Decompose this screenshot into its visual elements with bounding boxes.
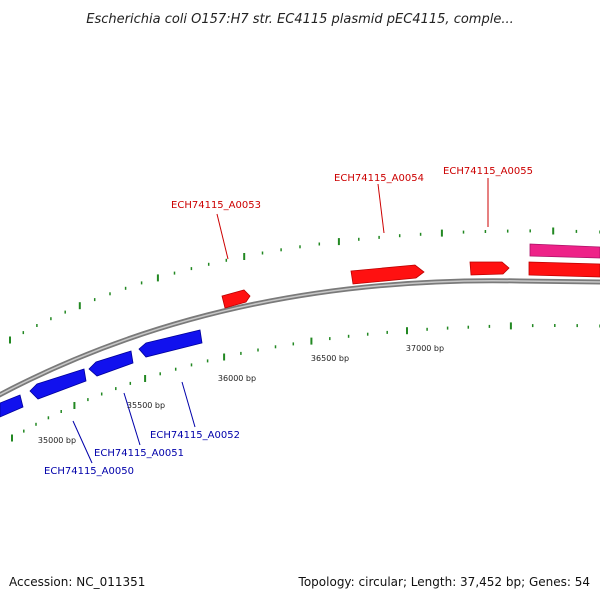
topology-text: Topology: circular; Length: 37,452 bp; G…	[298, 575, 590, 589]
reverse-gene-a0051[interactable]	[88, 350, 134, 377]
scale-label-35000: 35000 bp	[38, 436, 76, 445]
gene-label-a0051[interactable]: ECH74115_A0051	[94, 448, 184, 459]
gene-label-a0050[interactable]: ECH74115_A0050	[44, 466, 134, 477]
leader-a0051	[123, 392, 141, 446]
leader-a0050	[72, 420, 93, 464]
plasmid-backbone	[0, 278, 600, 398]
gene-label-a0053[interactable]: ECH74115_A0053	[171, 200, 261, 211]
gene-label-a0052[interactable]: ECH74115_A0052	[150, 430, 240, 441]
outer-tick-ring	[9, 227, 600, 344]
accession-text: Accession: NC_011351	[9, 575, 145, 589]
scale-label-37000: 37000 bp	[406, 344, 444, 353]
leader-a0053	[216, 213, 229, 260]
plasmid-backbone-highlight	[0, 279, 600, 396]
leader-a0052	[181, 381, 196, 428]
inner-tick-ring	[11, 322, 600, 442]
reverse-gene-a0052[interactable]	[138, 329, 203, 358]
highlight-gene[interactable]	[529, 243, 600, 259]
reverse-gene-a0050[interactable]	[29, 368, 87, 400]
scale-label-36500: 36500 bp	[311, 354, 349, 363]
gene-label-a0054[interactable]: ECH74115_A0054	[334, 173, 424, 184]
map-title: Escherichia coli O157:H7 str. EC4115 pla…	[86, 12, 513, 27]
reverse-gene-prev[interactable]	[0, 394, 24, 418]
scale-label-35500: 35500 bp	[127, 401, 165, 410]
gene-label-a0055[interactable]: ECH74115_A0055	[443, 166, 533, 177]
scale-label-36000: 36000 bp	[218, 374, 256, 383]
forward-gene-next[interactable]	[528, 261, 600, 278]
forward-gene-a0055[interactable]	[469, 261, 510, 276]
forward-gene-a0053[interactable]	[221, 289, 251, 309]
forward-gene-a0054[interactable]	[350, 264, 425, 285]
leader-a0054	[377, 183, 385, 234]
